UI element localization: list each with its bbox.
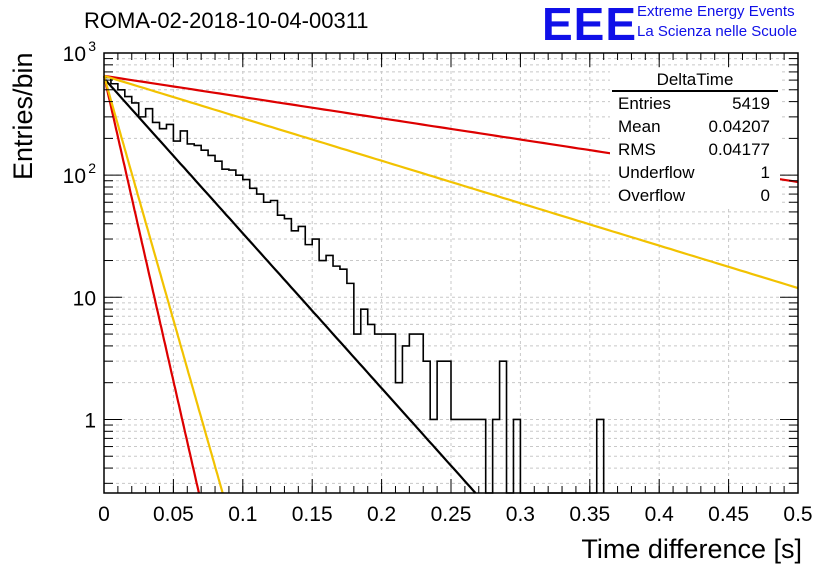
x-tick-label: 0.05 xyxy=(153,503,194,526)
exponential-fit-curve xyxy=(103,77,477,494)
stat-label-overflow: Overflow xyxy=(618,186,686,205)
orange-shallow-reference-curve xyxy=(103,74,799,290)
x-tick-label: 0.1 xyxy=(228,503,257,526)
eee-logo: EEE xyxy=(542,0,638,50)
x-tick-label: 0.25 xyxy=(431,503,472,526)
stat-label-underflow: Underflow xyxy=(618,163,695,182)
x-tick-label: 0.2 xyxy=(367,503,396,526)
red-steep-reference-curve xyxy=(102,75,200,494)
y-tick-exponent: 2 xyxy=(88,160,96,176)
stat-value-mean: 0.04207 xyxy=(708,117,770,136)
x-tick-label: 0.35 xyxy=(569,503,610,526)
histogram-outline xyxy=(104,76,605,494)
x-axis-label: Time difference [s] xyxy=(581,534,802,564)
stat-label-entries: Entries xyxy=(618,94,671,113)
x-tick-label: 0 xyxy=(98,503,110,526)
orange-steep-reference-curve xyxy=(102,75,224,494)
tick-labels: 0 0.05 0.1 0.15 0.2 0.25 0.3 0.35 0.4 0.45 0.51101… xyxy=(63,38,813,526)
stat-value-entries: 5419 xyxy=(732,94,770,113)
stat-value-overflow: 0 xyxy=(760,186,770,205)
y-tick-label: 10 xyxy=(63,165,86,188)
stats-box: DeltaTime Entries 5419 Mean 0.04207 RMS … xyxy=(610,68,780,208)
x-tick-label: 0.15 xyxy=(292,503,333,526)
stats-divider xyxy=(612,90,778,92)
stats-title: DeltaTime xyxy=(656,70,734,89)
axis-ticks xyxy=(103,53,799,493)
y-tick-label: 10 xyxy=(63,43,86,66)
x-tick-label: 0.3 xyxy=(506,503,535,526)
x-tick-label: 0.4 xyxy=(645,503,675,526)
logo-subtitle-1: Extreme Energy Events xyxy=(637,3,795,20)
y-axis-label: Entries/bin xyxy=(8,52,38,180)
y-tick-exponent: 3 xyxy=(88,38,96,54)
x-tick-label: 0.45 xyxy=(708,503,749,526)
y-tick-label: 1 xyxy=(84,409,96,432)
chart-title: ROMA-02-2018-10-04-00311 xyxy=(84,8,369,33)
logo-subtitle-2: La Scienza nelle Scuole xyxy=(637,23,798,40)
y-tick-label: 10 xyxy=(73,287,96,310)
stat-label-rms: RMS xyxy=(618,140,656,159)
x-tick-label: 0.5 xyxy=(783,503,812,526)
stat-value-underflow: 1 xyxy=(760,163,770,182)
stat-value-rms: 0.04177 xyxy=(708,140,770,159)
stat-label-mean: Mean xyxy=(618,117,661,136)
histogram xyxy=(104,76,605,494)
